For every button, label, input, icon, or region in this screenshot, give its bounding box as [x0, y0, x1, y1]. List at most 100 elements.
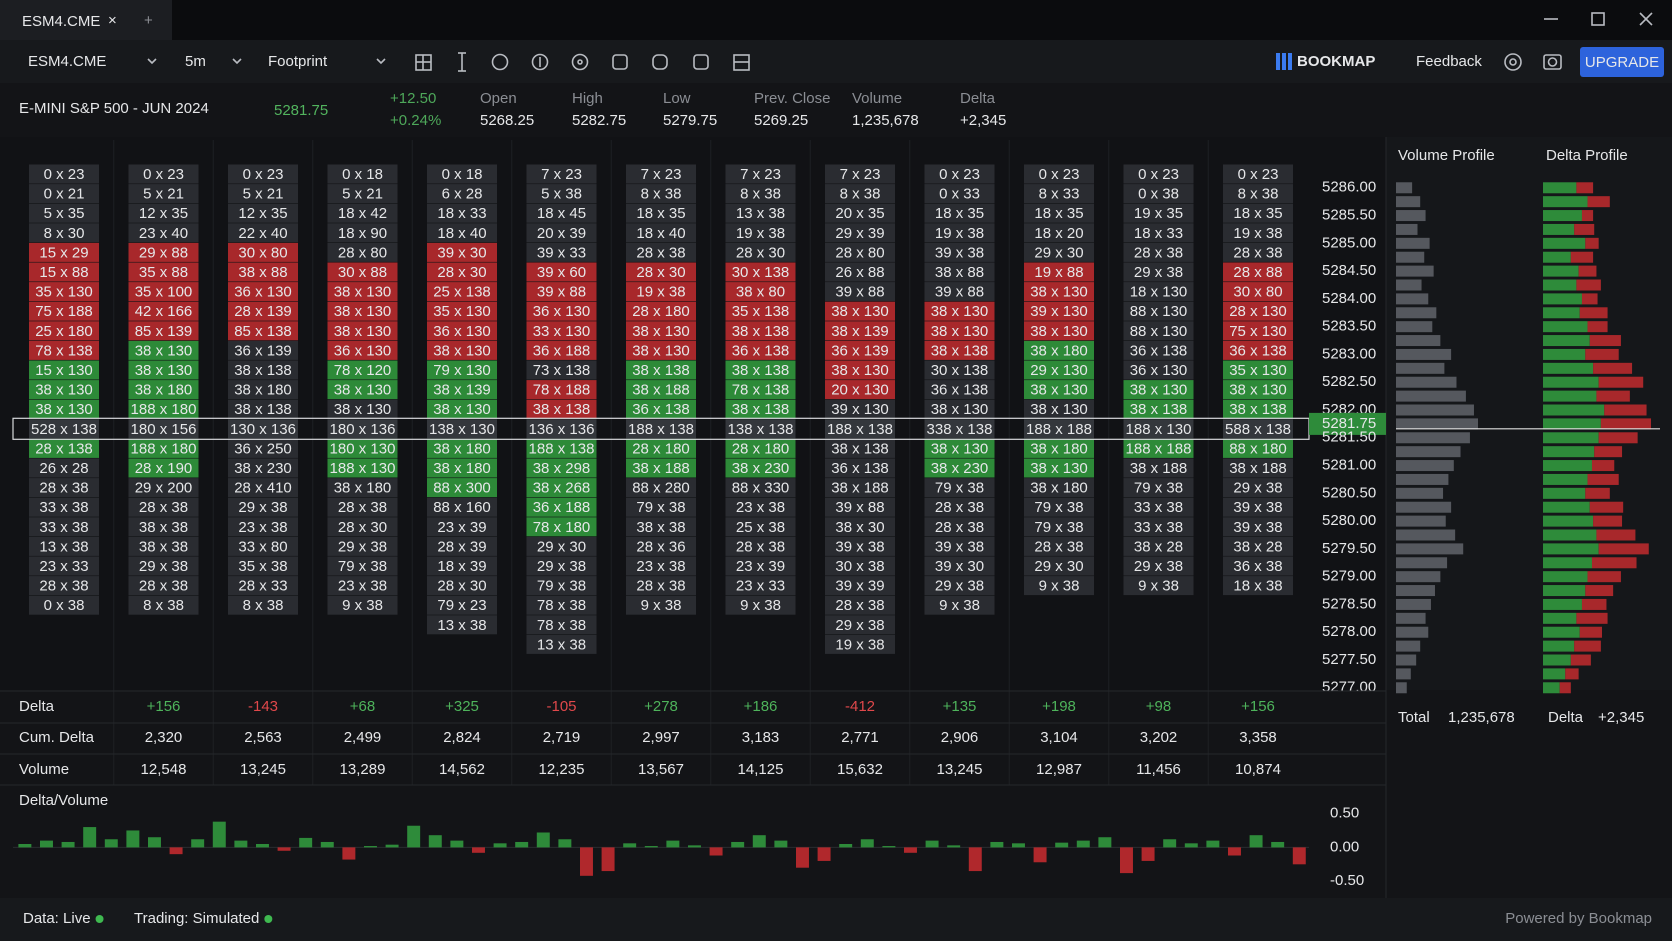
footprint-cell: [825, 203, 895, 223]
footprint-cell: [626, 380, 696, 400]
delta-volume-bar: [1228, 847, 1241, 856]
footprint-cell: [1223, 262, 1293, 282]
chart-type-select[interactable]: Footprint: [268, 53, 328, 70]
timeframe-select[interactable]: 5m: [185, 53, 206, 70]
footprint-cell: [427, 576, 497, 596]
delta-profile-bar: [1543, 585, 1586, 597]
footprint-cell: [1024, 497, 1094, 517]
footprint-cell-text: 12 x 35: [238, 205, 287, 222]
footprint-cell: [1024, 203, 1094, 223]
footprint-cell: [725, 419, 796, 439]
window-controls[interactable]: [1544, 12, 1653, 26]
feedback-button[interactable]: Feedback: [1416, 53, 1482, 70]
toolbar-icons[interactable]: [415, 52, 750, 72]
footprint-cell-text: 5 x 21: [342, 186, 383, 203]
footprint-cell-text: 36 x 138: [1130, 342, 1188, 359]
table-cell: 15,632: [837, 761, 883, 778]
footprint-cell: [228, 203, 298, 223]
footprint-cell: [1223, 576, 1293, 596]
footprint-cell-text: 18 x 35: [935, 205, 984, 222]
upgrade-label[interactable]: UPGRADE: [1585, 54, 1659, 71]
delta-volume-bar: [1055, 842, 1069, 848]
delta-volume-bar: [688, 845, 701, 848]
settings-camera[interactable]: [1504, 53, 1562, 71]
footprint-cell-text: 78 x 38: [537, 597, 586, 614]
footprint-cell-text: 38 x 130: [135, 342, 193, 359]
delta-profile-bar: [1579, 626, 1603, 638]
footprint-cell-text: 18 x 130: [1130, 284, 1188, 301]
footprint-cell: [725, 223, 796, 243]
delta-profile-bar: [1543, 501, 1590, 513]
footprint-cell-text: 85 x 139: [135, 323, 193, 340]
footprint-cell: [626, 203, 696, 223]
delta-profile-bar: [1543, 321, 1588, 333]
footprint-cell-text: 38 x 139: [433, 382, 491, 399]
footprint-cell: [427, 458, 497, 478]
footprint-cell: [427, 399, 497, 419]
footprint-cell-text: 13 x 38: [437, 617, 486, 634]
tab-add[interactable]: +: [144, 12, 153, 29]
footprint-cell: [526, 556, 597, 576]
footprint-cell: [128, 517, 199, 537]
footprint-cell-text: 28 x 38: [636, 578, 685, 595]
price-tick-label: 5284.00: [1322, 290, 1376, 307]
tab-title[interactable]: ESM4.CME: [22, 13, 100, 30]
volume-profile-bar: [1396, 543, 1464, 555]
footprint-cell: [526, 340, 597, 360]
footprint-cell: [29, 595, 99, 615]
footprint-cell-text: 38 x 138: [533, 401, 591, 418]
footprint-cell: [626, 438, 696, 458]
footprint-cell: [825, 576, 895, 596]
footprint-cell: [327, 556, 398, 576]
footprint-cell-text: 0 x 23: [243, 166, 284, 183]
instrument-name: E-MINI S&P 500 - JUN 2024: [19, 100, 209, 117]
table-cell: +278: [644, 698, 678, 715]
footprint-cell: [924, 478, 995, 498]
footprint-cell-text: 29 x 38: [1134, 558, 1183, 575]
footprint-cell-text: 38 x 138: [931, 342, 989, 359]
upgrade-button[interactable]: [1580, 47, 1664, 77]
footprint-cell-text: 28 x 130: [1229, 303, 1287, 320]
footprint-cell-text: 180 x 136: [330, 421, 396, 438]
footprint-cell-text: 38 x 188: [1229, 460, 1287, 477]
table-cell: +135: [943, 698, 977, 715]
footprint-cell-text: 28 x 30: [437, 264, 486, 281]
footprint-cell: [526, 360, 597, 380]
footprint-cell-text: 188 x 180: [131, 440, 197, 457]
footprint-cell: [725, 380, 796, 400]
footprint-cell-text: 38 x 180: [1030, 440, 1088, 457]
footprint-cell-text: 38 x 180: [234, 382, 292, 399]
footprint-cell-text: 13 x 38: [736, 205, 785, 222]
footprint-cell: [626, 478, 696, 498]
footprint-cell-text: 38 x 188: [632, 382, 690, 399]
dropdown-arrows[interactable]: [147, 58, 386, 65]
footprint-cell: [128, 184, 199, 204]
footprint-cell-text: 38 x 88: [935, 264, 984, 281]
footprint-cell: [526, 419, 597, 439]
delta-profile-bar: [1543, 571, 1588, 583]
footprint-cell-text: 19 x 38: [835, 636, 884, 653]
delta-volume-bar: [472, 847, 485, 853]
delta-profile-bar: [1581, 210, 1594, 222]
footprint-cell-text: 30 x 138: [931, 362, 989, 379]
delta-volume-bar: [666, 840, 680, 848]
footprint-cell-text: 25 x 180: [35, 323, 93, 340]
footprint-cell-text: 38 x 130: [931, 303, 989, 320]
symbol-select[interactable]: ESM4.CME: [28, 53, 106, 70]
footprint-cell: [924, 556, 995, 576]
delta-volume-bar: [731, 841, 745, 848]
footprint-cell-text: 39 x 30: [437, 244, 486, 261]
footprint-cell: [327, 282, 398, 302]
footprint-cell: [1223, 340, 1293, 360]
footprint-cell: [427, 536, 497, 556]
footprint-cell-text: 38 x 180: [1030, 342, 1088, 359]
delta-profile-bar: [1598, 543, 1649, 555]
footprint-cell: [725, 360, 796, 380]
volume-profile-bar: [1396, 362, 1445, 374]
active-tab[interactable]: [0, 0, 172, 40]
footprint-cell: [327, 497, 398, 517]
tab-close[interactable]: ×: [108, 12, 117, 29]
footprint-cell-text: 38 x 230: [931, 460, 989, 477]
footprint-cell: [924, 399, 995, 419]
table-row-label: Cum. Delta: [19, 729, 95, 746]
